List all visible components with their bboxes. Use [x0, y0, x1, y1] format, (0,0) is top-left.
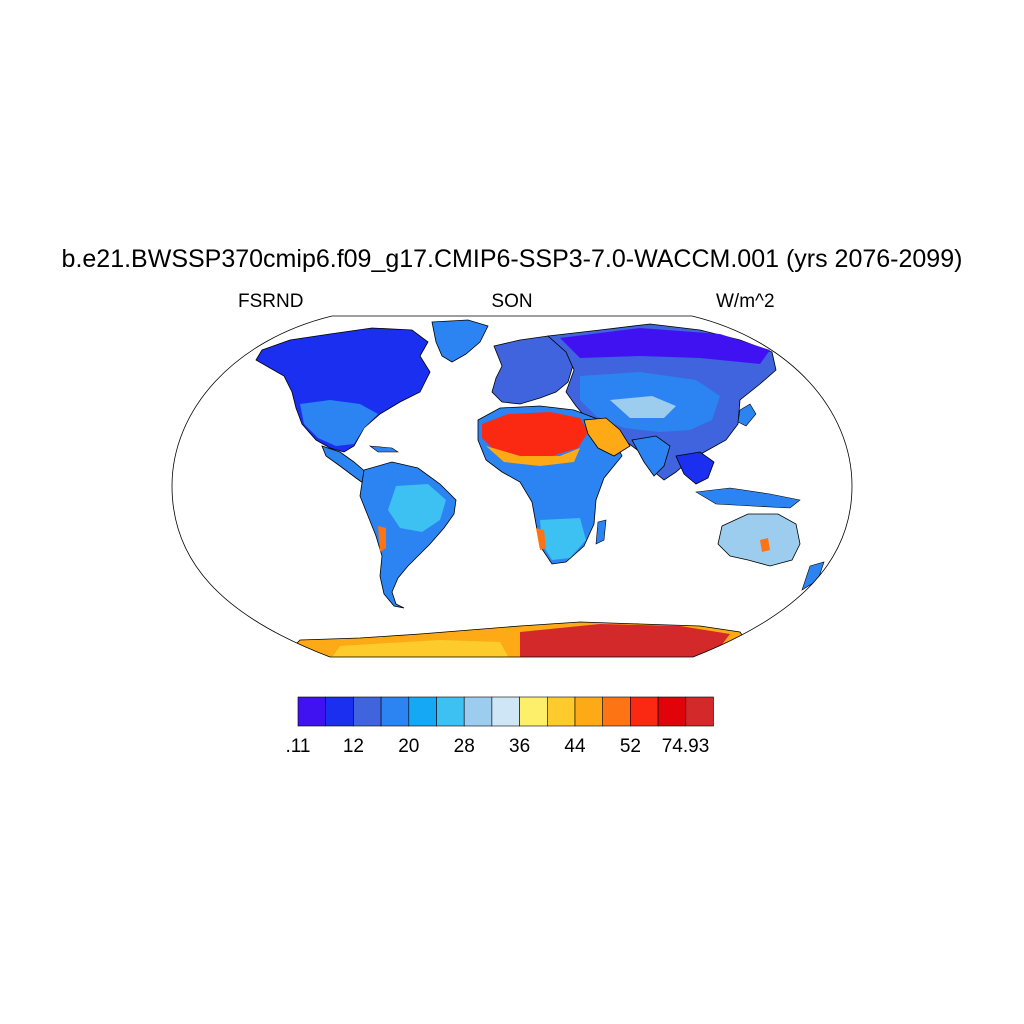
map-outline: [171, 315, 853, 658]
south-america: [359, 461, 457, 609]
australia: [717, 513, 801, 567]
sahara: [482, 412, 588, 456]
siberia: [560, 328, 770, 364]
antarctica-west: [330, 640, 510, 657]
arabia: [583, 417, 631, 457]
new-zealand: [801, 561, 825, 591]
madagascar: [595, 519, 607, 545]
indonesia: [695, 487, 801, 509]
variable-name: FSRND: [238, 291, 304, 312]
tibet: [610, 396, 676, 418]
amazon-light: [388, 484, 446, 532]
antarctica-east: [520, 624, 730, 657]
southeast-asia: [675, 451, 715, 485]
india: [631, 435, 671, 477]
caribbean: [368, 445, 399, 453]
season-label: SON: [491, 291, 533, 312]
plot-title: b.e21.BWSSP370cmip6.f09_g17.CMIP6-SSP3-7…: [61, 245, 963, 273]
us-interior: [300, 400, 378, 446]
sahara-edge: [486, 446, 580, 466]
southern-africa: [540, 518, 586, 560]
units-label: W/m^2: [716, 291, 775, 312]
greenland: [431, 319, 489, 363]
japan: [737, 403, 757, 427]
australia-hot: [760, 538, 770, 552]
namib-hot: [536, 528, 546, 550]
andes-hot: [378, 526, 386, 552]
